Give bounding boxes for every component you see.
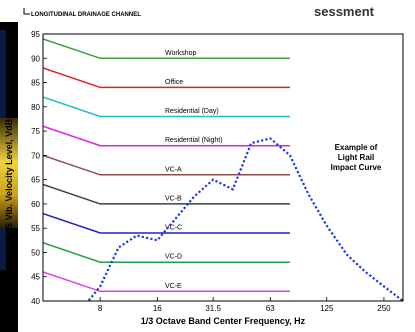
x-tick-label-0: 8	[98, 304, 103, 313]
criteria-label-4: VC-A	[165, 166, 182, 173]
x-tick-label-1: 16	[153, 304, 162, 313]
criteria-label-6: VC-C	[165, 225, 182, 232]
x-tick-label-4: 125	[320, 304, 334, 313]
y-tick-label-3: 55	[31, 224, 40, 233]
x-axis-label: 1/3 Octave Band Center Frequency, Hz	[141, 316, 306, 326]
y-tick-label-8: 80	[31, 103, 40, 112]
criteria-line-8	[43, 271, 290, 293]
criteria-lines	[43, 38, 290, 293]
title-fragment: sessment	[314, 4, 375, 19]
criteria-line-3	[43, 125, 290, 147]
y-tick-label-1: 45	[31, 273, 40, 282]
axes: 40 45 50 55 60 65 70 75 80 85 90 95 8 16 31.5 63 125 250	[31, 30, 404, 313]
x-tick-label-3: 63	[266, 304, 275, 313]
impact-curve-annotation: Example of Light Rail Impact Curve	[331, 143, 382, 172]
header-strip	[0, 0, 415, 22]
y-tick-label-6: 70	[31, 151, 40, 160]
criteria-line-4	[43, 154, 290, 176]
criteria-label-1: Office	[165, 79, 183, 86]
y-tick-label-7: 75	[31, 127, 40, 136]
annotation-line-0: Example of	[335, 143, 378, 152]
criteria-line-0	[43, 38, 290, 60]
x-tick-label-5: 250	[377, 304, 391, 313]
criteria-label-3: Residential (Night)	[165, 137, 223, 144]
impact-curve-line	[86, 137, 403, 301]
criteria-label-2: Residential (Day)	[165, 108, 219, 115]
criteria-label-8: VC-E	[165, 283, 182, 290]
y-tick-label-9: 85	[31, 79, 40, 88]
criteria-line-2	[43, 96, 290, 118]
criteria-label-0: Workshop	[165, 50, 196, 57]
criteria-line-1	[43, 67, 290, 89]
y-tick-label-5: 65	[31, 176, 40, 185]
background-lamp-graphic	[0, 118, 18, 228]
criteria-label-5: VC-B	[165, 195, 182, 202]
criteria-line-6	[43, 212, 290, 234]
y-tick-label-11: 95	[31, 30, 40, 39]
chart-panel	[18, 22, 415, 332]
criteria-labels: Workshop Office Residential (Day) Residenti…	[165, 50, 223, 290]
y-tick-label-2: 50	[31, 248, 40, 257]
y-tick-label-10: 90	[31, 54, 40, 63]
criteria-label-7: VC-D	[165, 254, 182, 261]
x-tick-label-2: 31.5	[205, 304, 221, 313]
impact-curve-group	[86, 137, 403, 301]
y-tick-label-0: 40	[31, 297, 40, 306]
header-group: LONGITUDINAL DRAINAGE CHANNEL sessment	[23, 4, 375, 19]
annotation-line-2: Impact Curve	[331, 163, 382, 172]
y-tick-label-4: 60	[31, 200, 40, 209]
annotation-line-1: Light Rail	[338, 153, 374, 162]
plot-frame	[42, 33, 404, 302]
criteria-line-7	[43, 241, 290, 263]
legend-fragment: LONGITUDINAL DRAINAGE CHANNEL	[31, 12, 141, 18]
y-axis-label: Max. RMS Vib. Velocity Level, VdB re 1µi…	[4, 70, 14, 266]
legend-leader-line	[23, 8, 30, 15]
criteria-line-5	[43, 183, 290, 205]
